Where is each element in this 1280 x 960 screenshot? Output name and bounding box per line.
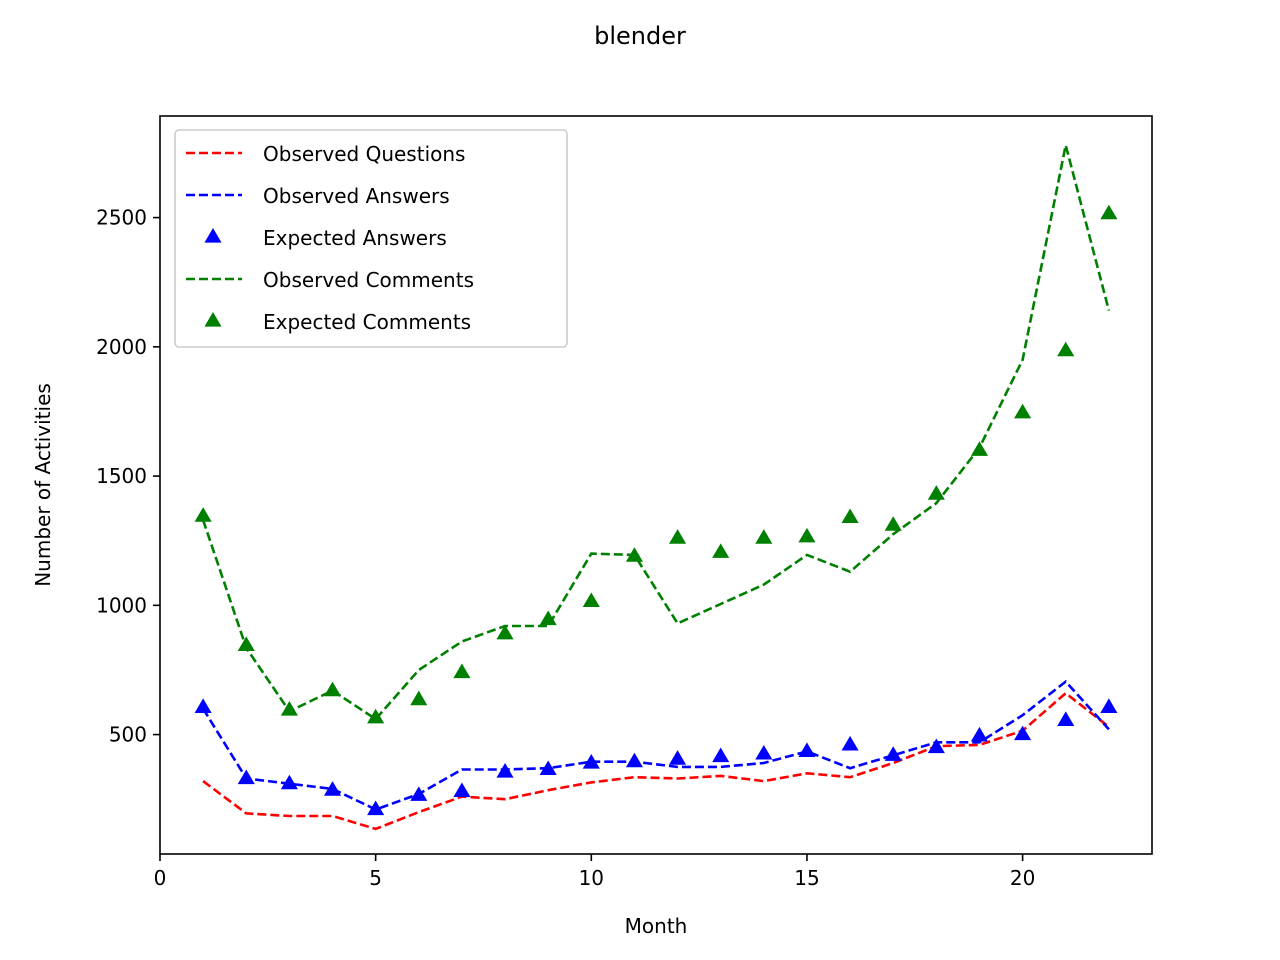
x-tick-label: 15: [794, 866, 819, 890]
expected-answers-marker: [496, 763, 514, 778]
expected-comments-marker: [625, 547, 643, 562]
expected-answers-marker: [410, 786, 428, 801]
expected-answers-marker: [453, 782, 471, 798]
expected-comments-marker: [970, 441, 989, 456]
expected-answers-marker: [237, 769, 255, 785]
expected-comments-marker: [841, 508, 859, 524]
expected-comments-marker: [927, 485, 945, 500]
x-tick-label: 20: [1010, 866, 1035, 890]
expected-comments-marker: [237, 636, 255, 651]
expected-comments-marker: [453, 663, 471, 679]
legend-label-observed-comments: Observed Comments: [263, 268, 474, 292]
expected-answers-marker: [755, 744, 773, 760]
expected-answers-marker: [582, 754, 600, 769]
legend-label-expected-answers: Expected Answers: [263, 226, 447, 250]
expected-comments-marker: [1014, 403, 1032, 419]
expected-answers-marker: [927, 738, 945, 754]
expected-answers-marker: [884, 746, 902, 761]
chart-title: blender: [594, 22, 686, 50]
legend: Observed Questions Observed Answers Expect…: [174, 129, 568, 348]
expected-comments-marker: [712, 543, 730, 558]
expected-answers-marker: [323, 781, 342, 796]
expected-comments-marker: [755, 529, 773, 544]
legend-swatch-expected-comments: [204, 312, 222, 327]
expected-answers-marker: [539, 760, 557, 776]
expected-answers-marker: [625, 752, 643, 768]
expected-comments-marker: [669, 529, 687, 544]
expected-answers-marker: [367, 800, 385, 816]
x-tick-label: 0: [154, 866, 167, 890]
y-axis: 500 1000 1500 2000 2500: [96, 206, 160, 747]
expected-comments-marker: [194, 507, 212, 522]
observed-questions-line: [202, 691, 1110, 831]
expected-comments-marker: [1057, 341, 1075, 357]
expected-comments-marker: [323, 681, 342, 697]
legend-label-observed-questions: Observed Questions: [263, 142, 465, 166]
y-tick-label: 2000: [96, 335, 147, 359]
expected-comments-marker: [539, 610, 557, 626]
expected-answers-marker: [798, 742, 816, 757]
legend-label-expected-comments: Expected Comments: [263, 310, 471, 334]
expected-comments-marker: [496, 624, 514, 640]
legend-box: [174, 129, 568, 348]
x-tick-label: 10: [579, 866, 604, 890]
legend-swatch-expected-answers: [204, 228, 222, 243]
expected-answers-marker: [669, 750, 687, 765]
expected-answers-marker: [1057, 711, 1075, 726]
series-layer: [194, 144, 1118, 831]
expected-answers-marker: [194, 698, 212, 714]
expected-comments-marker: [280, 701, 298, 716]
y-tick-label: 1500: [96, 464, 147, 488]
legend-label-observed-answers: Observed Answers: [263, 184, 450, 208]
expected-comments-marker: [1100, 204, 1118, 220]
expected-answers-marker: [970, 726, 989, 742]
y-tick-label: 1000: [96, 593, 147, 617]
x-axis: 0 5 10 15 20: [154, 854, 1035, 890]
expected-answers-marker: [280, 774, 298, 790]
y-tick-label: 500: [109, 723, 147, 747]
expected-answers-marker: [712, 747, 730, 763]
expected-answers-marker: [1014, 725, 1032, 741]
expected-comments-marker: [884, 516, 902, 531]
expected-answers-marker: [841, 735, 859, 751]
plot-frame: [159, 115, 1153, 855]
x-tick-label: 5: [369, 866, 382, 890]
expected-answers-marker: [1100, 698, 1118, 714]
x-axis-label: Month: [625, 914, 688, 938]
expected-comments-marker: [410, 690, 428, 706]
y-tick-label: 2500: [96, 206, 147, 230]
expected-comments-marker: [582, 592, 600, 608]
expected-comments-marker: [798, 527, 816, 543]
y-axis-label: Number of Activities: [31, 383, 55, 587]
expected-comments-marker: [367, 708, 385, 724]
